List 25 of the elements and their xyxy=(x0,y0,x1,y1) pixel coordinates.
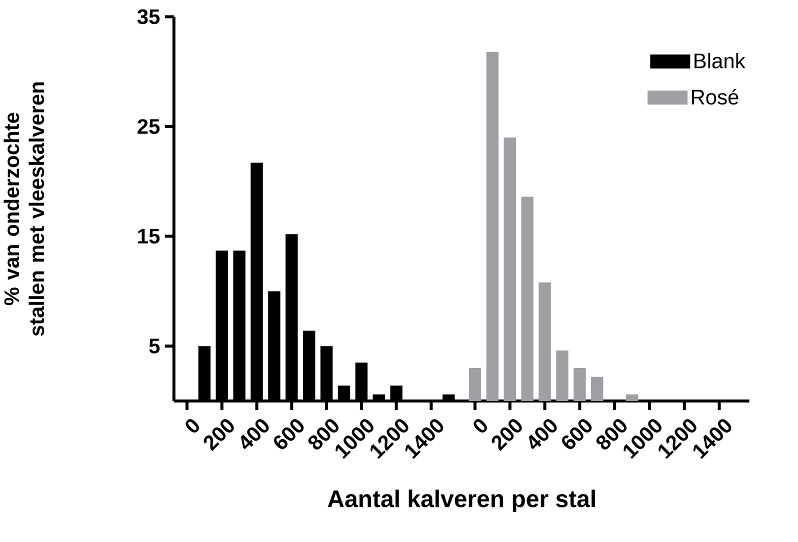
x-tick-label: 600 xyxy=(562,419,592,450)
x-tick-label: 600 xyxy=(274,419,304,450)
x-tick-label: 200 xyxy=(492,419,522,452)
y-tick-label: 15 xyxy=(138,228,160,244)
y-axis-title: % van onderzochte stallen met vleeskalveren xyxy=(4,82,44,336)
x-tick-label: 0 xyxy=(186,419,200,433)
y-tick-label: 5 xyxy=(149,338,160,354)
bar xyxy=(556,350,568,401)
bar xyxy=(468,368,482,401)
x-axis-title: Aantal kalveren per stal xyxy=(328,490,595,512)
y-tick-label: 25 xyxy=(138,119,160,134)
legend-label: Blank xyxy=(694,52,746,68)
legend-label: Rosé xyxy=(692,88,738,105)
bar xyxy=(626,394,638,401)
x-tick-label: 200 xyxy=(204,419,234,452)
bar xyxy=(504,137,516,401)
bar xyxy=(574,368,586,401)
bar xyxy=(521,196,534,401)
x-tick-label: 0 xyxy=(474,419,487,433)
bar xyxy=(591,376,604,401)
bar xyxy=(538,282,551,401)
x-tick-label: 400 xyxy=(528,419,557,450)
x-tick-label: 400 xyxy=(240,419,269,450)
y-tick-label: 35 xyxy=(137,9,160,24)
bar xyxy=(486,52,499,401)
